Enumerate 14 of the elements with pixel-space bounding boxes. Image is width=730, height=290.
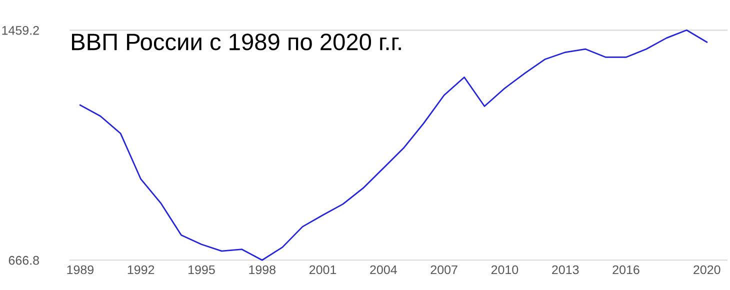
x-tick-label: 1995 <box>188 265 215 274</box>
x-tick-label: 2001 <box>310 265 336 274</box>
x-tick-label: 2013 <box>552 265 579 274</box>
y-tick-label: 666.8 <box>8 256 39 265</box>
x-tick-label: 2016 <box>612 265 640 274</box>
chart-title: ВВП России с 1989 по 2020 г.г. <box>72 34 401 50</box>
x-tick-label: 2010 <box>491 265 518 274</box>
x-tick-label: 1998 <box>249 265 276 274</box>
x-tick-label: 2007 <box>430 265 458 274</box>
x-tick-label: 2020 <box>694 265 720 274</box>
x-tick-label: 1989 <box>67 265 94 274</box>
y-tick-label: 1459.2 <box>2 26 39 35</box>
x-tick-label: 1992 <box>128 265 154 274</box>
x-tick-label: 2004 <box>370 265 397 274</box>
